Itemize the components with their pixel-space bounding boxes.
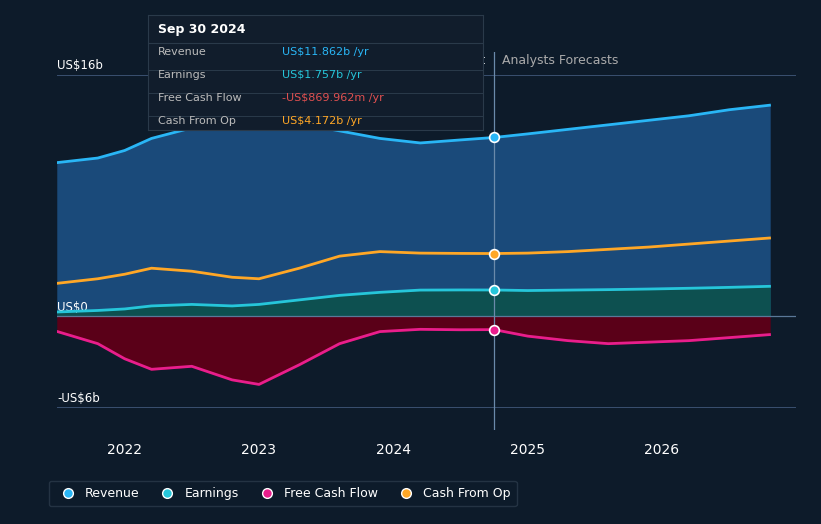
Text: -US$6b: -US$6b [57, 392, 100, 405]
Text: Sep 30 2024: Sep 30 2024 [158, 23, 245, 36]
Text: US$0: US$0 [57, 301, 88, 314]
Text: Free Cash Flow: Free Cash Flow [158, 93, 241, 103]
Text: Earnings: Earnings [158, 70, 207, 80]
Text: Past: Past [460, 54, 486, 68]
Text: -US$869.962m /yr: -US$869.962m /yr [282, 93, 383, 103]
Text: US$4.172b /yr: US$4.172b /yr [282, 116, 362, 126]
Text: US$16b: US$16b [57, 59, 103, 72]
Text: US$11.862b /yr: US$11.862b /yr [282, 47, 369, 57]
Text: Cash From Op: Cash From Op [158, 116, 236, 126]
Text: US$1.757b /yr: US$1.757b /yr [282, 70, 361, 80]
Text: Analysts Forecasts: Analysts Forecasts [502, 54, 618, 68]
Text: Revenue: Revenue [158, 47, 207, 57]
Legend: Revenue, Earnings, Free Cash Flow, Cash From Op: Revenue, Earnings, Free Cash Flow, Cash … [49, 481, 516, 506]
